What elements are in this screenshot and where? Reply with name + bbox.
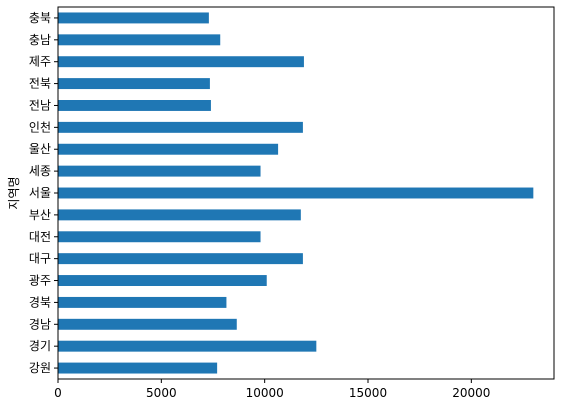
bar-인천 <box>58 121 303 133</box>
y-tick-label: 세종 <box>29 164 51 178</box>
bar-전남 <box>58 100 211 111</box>
bar-제주 <box>58 56 304 68</box>
y-tick-label: 충북 <box>29 11 51 25</box>
x-tick-label: 5000 <box>146 386 177 400</box>
x-tick-label: 0 <box>54 386 62 400</box>
bar-강원 <box>58 362 218 374</box>
y-tick-label: 광주 <box>29 274 51 288</box>
y-tick-label: 충남 <box>29 33 51 47</box>
bar-충북 <box>58 12 209 24</box>
y-tick-label: 경남 <box>29 317 51 331</box>
y-tick-label: 부산 <box>29 208 51 222</box>
bar-경기 <box>58 340 317 352</box>
x-tick-label: 15000 <box>349 386 387 400</box>
bar-울산 <box>58 143 279 155</box>
y-tick-label: 인천 <box>29 119 51 134</box>
y-tick-label: 전남 <box>29 98 51 112</box>
y-tick-label: 경기 <box>29 339 51 353</box>
bar-경남 <box>58 318 237 330</box>
y-axis-label: 지역명 <box>7 176 21 209</box>
x-tick-label: 10000 <box>246 386 284 400</box>
bar-경북 <box>58 296 227 308</box>
y-tick-label: 전북 <box>29 77 51 91</box>
y-tick-label: 대전 <box>29 230 51 244</box>
y-tick-label: 제주 <box>29 55 51 69</box>
bar-부산 <box>58 209 301 221</box>
bar-서울 <box>58 187 534 199</box>
bar-세종 <box>58 165 261 177</box>
x-tick-label: 20000 <box>452 386 490 400</box>
y-tick-label: 강원 <box>29 361 51 375</box>
bar-대구 <box>58 253 303 265</box>
bar-충남 <box>58 34 221 46</box>
x-axis: 0 5000 10000 15000 20000 <box>54 379 490 400</box>
y-tick-label: 울산 <box>29 142 51 156</box>
bar-전북 <box>58 78 210 90</box>
y-tick-label: 경북 <box>29 295 51 309</box>
bar-대전 <box>58 231 261 243</box>
bars <box>58 12 534 374</box>
y-tick-label: 서울 <box>29 186 51 200</box>
bar-광주 <box>58 275 267 286</box>
y-tick-label: 대구 <box>29 252 51 266</box>
